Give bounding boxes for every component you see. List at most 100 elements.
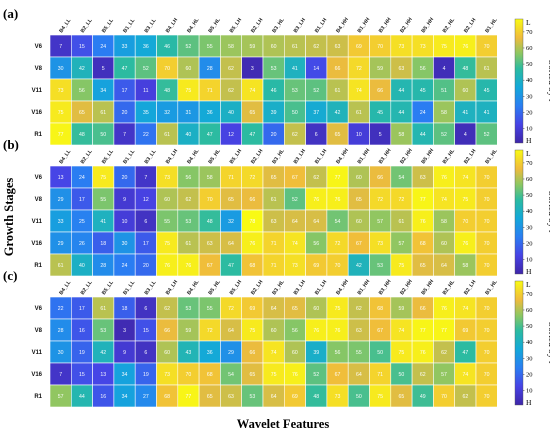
cell-value: 24 [100,44,106,50]
cell-value: 76 [186,263,192,269]
column-label: B2_LL [80,148,94,165]
row-label: R1 [34,263,42,269]
cell-value: 39 [313,350,319,356]
cell-value: 40 [228,110,234,116]
cell-value: 54 [399,175,405,181]
cell-value: 57 [377,219,383,225]
cell-value: 12 [143,197,149,203]
cell-value: 53 [186,306,192,312]
cell-value: 45 [377,110,383,116]
colorbar-title: Sorted by r [546,191,550,234]
cell-value: 56 [79,88,85,94]
cell-value: 71 [228,175,234,181]
cell-value: 64 [313,219,319,225]
cell-value: 66 [249,350,255,356]
column-label: B3_LH [293,148,307,165]
column-label: B1_HH [357,17,372,35]
cell-value: 70 [484,350,490,356]
cell-value: 7 [144,175,147,181]
column-label: B4_LH [165,279,179,296]
column-label: B2_HL [442,148,457,166]
cell-value: 61 [335,88,341,94]
cell-value: 35 [143,110,149,116]
column-label: B4_LL [58,17,72,34]
colorbar [514,149,524,275]
column-label: B5_LL [101,148,115,165]
row-label: V8 [35,197,43,203]
cell-value: 71 [207,88,213,94]
column-label: B5_HH [420,148,435,166]
cell-value: 65 [271,175,277,181]
cell-value: 70 [207,197,213,203]
cell-value: 41 [462,110,468,116]
cell-value: 62 [420,372,426,378]
cell-value: 65 [249,110,255,116]
colorbar-tick-label: 50 [526,323,533,330]
cell-value: 53 [377,263,383,269]
cell-value: 65 [207,394,213,400]
cell-value: 45 [420,88,426,94]
cell-value: 48 [164,88,170,94]
cell-value: 10 [122,219,128,225]
cell-value: 32 [228,219,234,225]
colorbar-tick-label: 40 [526,339,533,346]
cell-value: 70 [186,372,192,378]
cell-value: 36 [143,44,149,50]
cell-value: 62 [186,197,192,203]
cell-value: 55 [356,350,362,356]
column-label: B2_HH [399,17,414,35]
cell-value: 71 [377,372,383,378]
column-label: B3_HL [271,148,286,166]
cell-value: 28 [58,328,64,334]
cell-value: 41 [484,110,490,116]
cell-value: 34 [100,88,106,94]
heatmap-cell [475,253,498,277]
column-label: B3_HH [378,17,393,35]
column-label: B1_HH [357,279,372,297]
cell-value: 55 [164,219,170,225]
cell-value: 58 [399,132,405,138]
column-label: B5_HL [207,148,222,166]
cell-value: 74 [462,372,468,378]
cell-value: 52 [292,197,298,203]
cell-value: 52 [441,132,447,138]
cell-value: 55 [207,306,213,312]
cell-value: 76 [441,306,447,312]
column-label: B5_LL [101,279,115,296]
cell-value: 52 [484,132,490,138]
heatmap-panel: (c) B4_LL B2_LL B5_LL B1_LL B3_LL B4_LH B4_HL B5… [3,268,550,408]
cell-value: 68 [164,394,170,400]
cell-value: 19 [143,372,149,378]
cell-value: 67 [377,328,383,334]
cell-value: 75 [377,394,383,400]
cell-value: 70 [462,219,468,225]
cell-value: 72 [399,197,405,203]
row-label: V6 [35,175,43,181]
cell-value: 67 [356,241,362,247]
cell-value: 55 [207,44,213,50]
column-label: B2_LH [250,279,264,296]
row-label: V8 [35,66,43,72]
cell-value: 15 [79,372,85,378]
cell-value: 63 [228,394,234,400]
cell-value: 3 [251,66,254,72]
cell-value: 60 [356,219,362,225]
row-label: V6 [35,44,43,50]
cell-value: 64 [271,394,277,400]
column-label: B5_LH [229,17,243,34]
cell-value: 18 [100,241,106,247]
colorbar [514,280,524,406]
column-label: B4_LL [58,148,72,165]
colorbar-tick-label: 20 [526,109,533,116]
cell-value: 24 [420,110,426,116]
colorbar-tick-label: 20 [526,371,533,378]
cell-value: 56 [420,66,426,72]
cell-value: 31 [186,110,192,116]
row-label: R1 [34,394,42,400]
cell-value: 73 [292,263,298,269]
cell-value: 75 [399,350,405,356]
colorbar-bottom-label: H [526,398,532,407]
cell-value: 6 [144,350,147,356]
cell-value: 47 [462,350,468,356]
cell-value: 53 [100,328,106,334]
